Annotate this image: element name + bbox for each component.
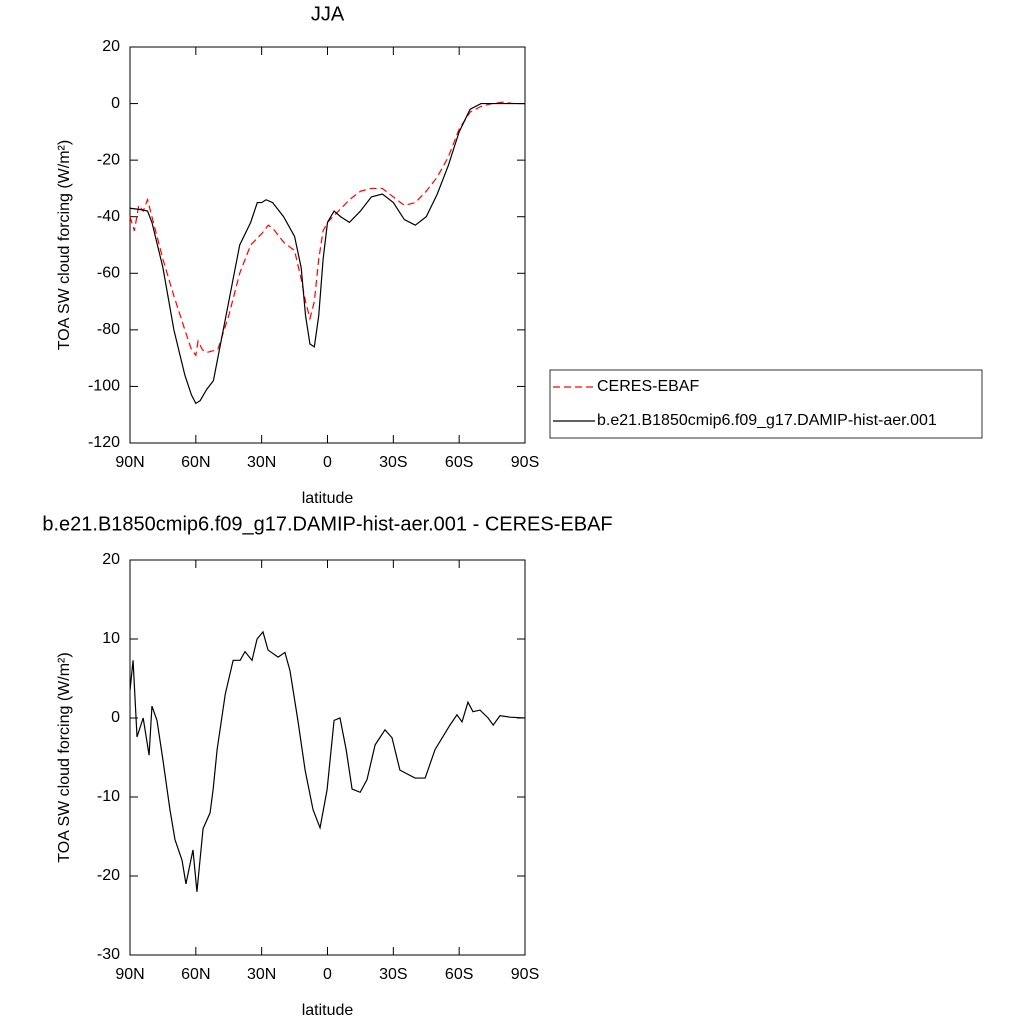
x-tick-label: 60N [181,966,210,983]
y-tick-label: -20 [97,867,120,884]
x-tick-label: 60S [445,454,473,471]
x-axis-label: latitude [302,1002,354,1019]
legend-box [549,369,983,439]
legend-label: CERES-EBAF [597,378,699,395]
y-axis-label: TOA SW cloud forcing (W/m²) [56,652,73,862]
y-tick-label: 20 [102,551,120,568]
x-tick-label: 30N [247,454,276,471]
plot-frame [129,559,526,956]
x-tick-label: 90S [511,966,539,983]
x-tick-label: 30N [247,966,276,983]
y-tick-label: -80 [97,321,120,338]
legend-label: b.e21.B1850cmip6.f09_g17.DAMIP-hist-aer.… [597,412,937,429]
x-tick-label: 0 [323,454,332,471]
x-tick-label: 60S [445,966,473,983]
y-tick-label: -40 [97,208,120,225]
y-tick-label: 20 [102,38,120,55]
y-tick-label: -60 [97,265,120,282]
x-tick-label: 90S [511,454,539,471]
chart-title: b.e21.B1850cmip6.f09_g17.DAMIP-hist-aer.… [42,513,612,535]
y-tick-label: -20 [97,151,120,168]
y-tick-label: 10 [102,630,120,647]
data-line [129,102,525,405]
x-tick-label: 60N [181,454,210,471]
x-tick-label: 30S [379,454,407,471]
y-tick-label: -100 [88,378,120,395]
y-tick-label: -10 [97,788,120,805]
y-axis-label: TOA SW cloud forcing (W/m²) [56,140,73,350]
x-tick-label: 30S [379,966,407,983]
x-axis-label: latitude [302,490,354,507]
data-line [129,630,526,892]
y-tick-label: 0 [111,709,120,726]
x-tick-label: 90N [115,966,144,983]
chart-title: JJA [311,3,345,25]
data-line [129,101,525,357]
y-tick-label: -120 [88,434,120,451]
x-tick-label: 0 [323,966,332,983]
y-tick-label: -30 [97,946,120,963]
plot-frame [129,46,526,444]
y-tick-label: 0 [111,95,120,112]
x-tick-label: 90N [115,454,144,471]
